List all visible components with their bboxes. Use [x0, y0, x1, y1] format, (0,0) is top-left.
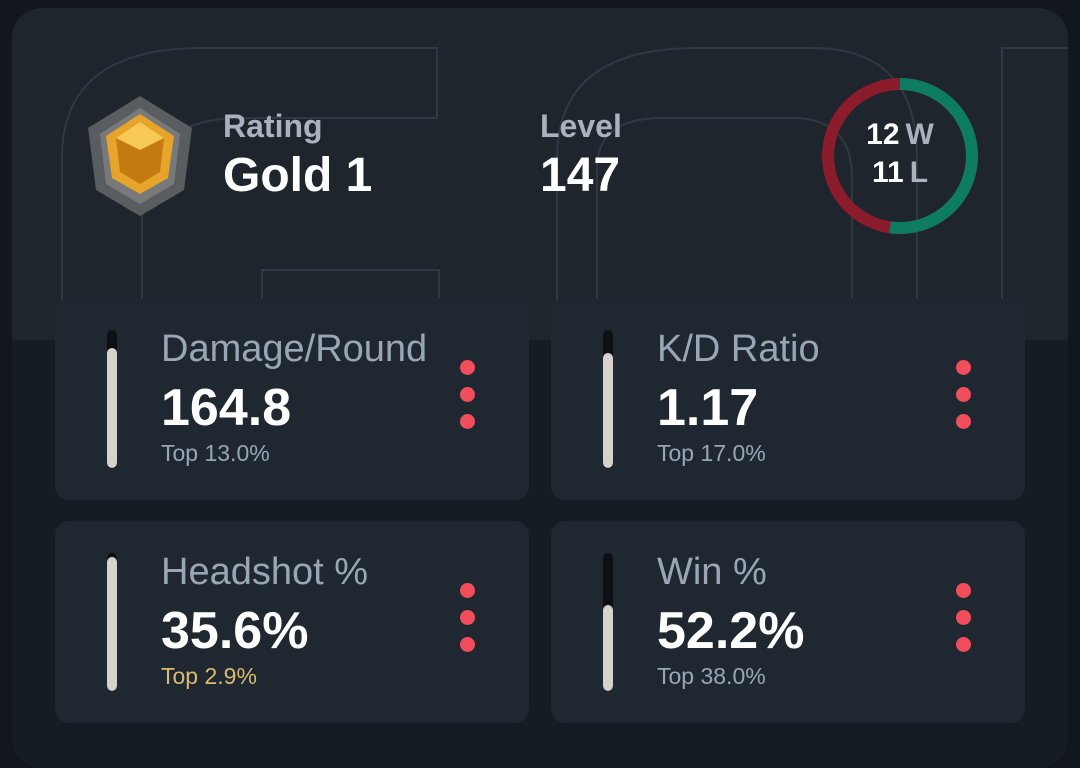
rating-label: Rating — [223, 108, 323, 144]
wins-record: 12 W — [820, 118, 980, 152]
losses-unit: L — [909, 156, 929, 189]
more-options-icon[interactable] — [453, 360, 483, 430]
stat-level-bar — [603, 330, 613, 468]
stat-level-fill — [107, 557, 117, 691]
stat-value: 52.2% — [657, 602, 805, 660]
more-options-icon[interactable] — [949, 360, 979, 430]
stat-rank: Top 13.0% — [161, 440, 270, 466]
stat-value: 35.6% — [161, 602, 309, 660]
stat-rank: Top 38.0% — [657, 663, 766, 689]
stat-level-bar — [107, 553, 117, 691]
rating-value: Gold 1 — [223, 149, 373, 202]
stat-level-bar — [603, 553, 613, 691]
stat-label: Win % — [657, 551, 767, 593]
rank-header: Rating Gold 1 Level 147 12 W 11 L — [12, 8, 1068, 340]
wins-count: 12 — [866, 118, 900, 151]
level-value: 147 — [540, 149, 621, 202]
stat-rank: Top 17.0% — [657, 440, 766, 466]
gold-rank-icon — [88, 96, 192, 216]
stat-value: 1.17 — [657, 379, 759, 437]
stat-card-kd-ratio[interactable]: K/D Ratio 1.17 Top 17.0% — [551, 298, 1025, 500]
stat-label: K/D Ratio — [657, 328, 820, 370]
win-arc — [822, 78, 978, 234]
stat-level-bar — [107, 330, 117, 468]
stat-level-fill — [107, 347, 117, 468]
stat-card-win-percent[interactable]: Win % 52.2% Top 38.0% — [551, 521, 1025, 723]
stat-label: Damage/Round — [161, 328, 428, 370]
stat-label: Headshot % — [161, 551, 369, 593]
more-options-icon[interactable] — [453, 583, 483, 653]
more-options-icon[interactable] — [949, 583, 979, 653]
stats-panel: Rating Gold 1 Level 147 12 W 11 L Damage/R… — [12, 8, 1068, 768]
losses-record: 11 L — [820, 156, 980, 190]
stat-value: 164.8 — [161, 379, 292, 437]
stat-card-headshot[interactable]: Headshot % 35.6% Top 2.9% — [55, 521, 529, 723]
level-label: Level — [540, 108, 622, 144]
win-loss-ring — [822, 78, 978, 234]
losses-count: 11 — [871, 156, 904, 189]
stat-level-fill — [603, 353, 613, 468]
stat-card-damage-round[interactable]: Damage/Round 164.8 Top 13.0% — [55, 298, 529, 500]
stat-rank: Top 2.9% — [161, 663, 257, 689]
stat-level-fill — [603, 605, 613, 691]
wins-unit: W — [905, 118, 934, 151]
